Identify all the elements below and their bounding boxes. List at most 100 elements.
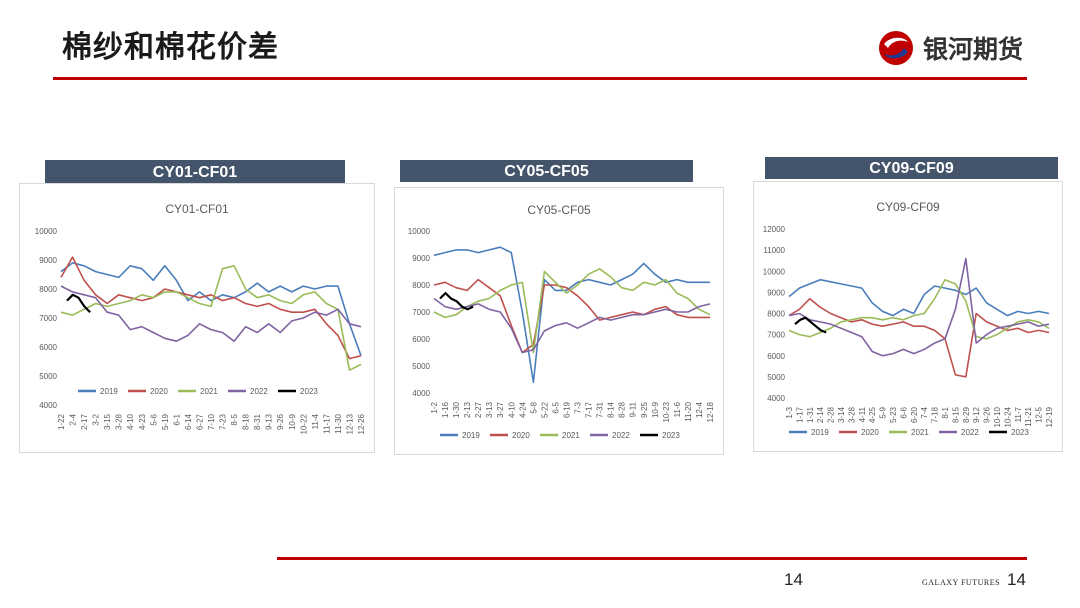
series-line-2019 <box>60 262 362 356</box>
y-tick-label: 6000 <box>39 343 57 352</box>
x-tick-label: 8-1 <box>941 406 950 418</box>
x-tick-label: 11-7 <box>1014 406 1023 422</box>
y-tick-label: 9000 <box>412 254 430 263</box>
x-tick-label: 6-27 <box>195 413 204 430</box>
x-tick-label: 9-11 <box>629 401 638 417</box>
x-tick-label: 6-14 <box>184 413 193 430</box>
x-tick-label: 7-10 <box>207 413 216 430</box>
y-tick-label: 8000 <box>412 281 430 290</box>
x-tick-label: 7-4 <box>920 406 929 418</box>
series-line-2022 <box>433 297 711 354</box>
panel-header-cy09: CY09-CF09 <box>765 157 1058 179</box>
x-tick-label: 3-28 <box>115 413 124 430</box>
x-tick-label: 12-13 <box>345 413 354 434</box>
legend-label: 2023 <box>1011 428 1029 437</box>
x-tick-label: 12-5 <box>1035 406 1044 423</box>
x-tick-label: 4-11 <box>858 406 867 422</box>
y-tick-label: 6000 <box>412 335 430 344</box>
x-tick-label: 1-31 <box>806 406 815 423</box>
y-tick-label: 5000 <box>39 372 57 381</box>
legend-label: 2019 <box>100 387 118 396</box>
x-tick-label: 2-17 <box>80 413 89 430</box>
x-tick-label: 7-3 <box>574 401 583 413</box>
y-tick-label: 8000 <box>39 285 57 294</box>
panel-header-cy05: CY05-CF05 <box>400 160 693 182</box>
x-tick-label: 2-27 <box>474 401 483 418</box>
y-tick-label: 6000 <box>767 352 785 361</box>
galaxy-logo-icon <box>879 31 913 65</box>
x-tick-label: 10-9 <box>651 401 660 418</box>
page-number: 14 <box>784 570 803 589</box>
y-tick-label: 7000 <box>39 314 57 323</box>
brand-footer: GALAXY FUTURES <box>922 578 1001 587</box>
series-line-2021 <box>788 278 1050 340</box>
x-tick-label: 1-2 <box>430 401 439 413</box>
x-tick-label: 1-22 <box>57 413 66 430</box>
x-tick-label: 10-9 <box>288 413 297 430</box>
series-line-2019 <box>788 278 1050 317</box>
chart-cy05-svg: CY05-CF05 4000 5000 6000 7000 8000 9000 10000 1-… <box>394 187 724 455</box>
x-tick-label: 8-18 <box>242 413 251 430</box>
series-line-2023 <box>794 316 827 334</box>
x-tick-label: 11-21 <box>1024 406 1033 426</box>
x-tick-label: 7-18 <box>931 406 940 423</box>
x-tick-label: 10-22 <box>299 413 308 434</box>
x-tick-label: 9-25 <box>640 401 649 418</box>
page-number-right: 14 <box>1007 570 1026 589</box>
chart-cy01-cf01: CY01-CF01 4000 5000 6000 7000 8000 9000 10000 1-… <box>19 183 375 458</box>
y-tick-label: 7000 <box>767 331 785 340</box>
x-tick-label: 3-15 <box>103 413 112 430</box>
x-tick-label: 12-26 <box>357 413 366 434</box>
series-line-2022 <box>788 257 1050 357</box>
chart-cy09-cf09: CY09-CF09 4000 5000 6000 7000 8000 9000 10000 11… <box>753 181 1063 457</box>
x-tick-label: 9-13 <box>265 413 274 430</box>
x-tick-label: 11-6 <box>673 401 682 417</box>
x-tick-label: 7-31 <box>596 401 605 418</box>
y-tick-label: 5000 <box>767 373 785 382</box>
series-line-2022 <box>60 285 362 342</box>
chart-cy05-cf05: CY05-CF05 4000 5000 6000 7000 8000 9000 10000 1-… <box>394 187 724 460</box>
x-tick-label: 7-23 <box>219 413 228 430</box>
y-tick-label: 9000 <box>39 256 57 265</box>
y-tick-label: 4000 <box>412 389 430 398</box>
x-tick-label: 8-29 <box>962 406 971 423</box>
page-title: 棉纱和棉花价差 <box>62 30 279 65</box>
y-tick-label: 9000 <box>767 288 785 297</box>
x-tick-label: 3-14 <box>837 406 846 423</box>
x-tick-label: 9-12 <box>972 406 981 423</box>
y-tick-label: 11000 <box>763 246 785 255</box>
x-tick-label: 6-20 <box>910 406 919 423</box>
x-tick-label: 12-4 <box>695 401 704 418</box>
series-line-2021 <box>433 268 711 354</box>
x-tick-label: 6-5 <box>551 401 560 413</box>
x-tick-label: 9-26 <box>983 406 992 423</box>
y-tick-label: 7000 <box>412 308 430 317</box>
legend-label: 2022 <box>961 428 979 437</box>
x-tick-label: 1-30 <box>452 401 461 418</box>
x-tick-label: 1-3 <box>785 406 794 418</box>
chart-frame <box>19 183 375 453</box>
legend-label: 2023 <box>662 431 680 440</box>
title-divider <box>53 77 1027 80</box>
x-tick-label: 5-19 <box>161 413 170 430</box>
legend-label: 2021 <box>562 431 580 440</box>
y-tick-label: 10000 <box>763 267 786 276</box>
x-tick-label: 3-27 <box>496 401 505 418</box>
y-tick-label: 12000 <box>763 225 786 234</box>
x-tick-label: 10-24 <box>1003 406 1012 427</box>
y-tick-label: 5000 <box>412 362 430 371</box>
x-tick-label: 5-6 <box>149 413 158 425</box>
chart-frame <box>394 187 724 455</box>
x-tick-label: 11-30 <box>334 413 343 433</box>
x-tick-label: 10-23 <box>662 401 671 422</box>
legend-label: 2020 <box>512 431 530 440</box>
y-tick-label: 8000 <box>767 310 785 319</box>
series-line-2023 <box>439 291 474 311</box>
legend-label: 2021 <box>911 428 929 437</box>
x-tick-label: 1-17 <box>795 406 804 423</box>
x-tick-label: 2-28 <box>827 406 836 423</box>
series-line-2023 <box>66 293 91 313</box>
x-tick-label: 3-28 <box>847 406 856 423</box>
x-tick-label: 2-14 <box>816 406 825 423</box>
legend-label: 2020 <box>150 387 168 396</box>
